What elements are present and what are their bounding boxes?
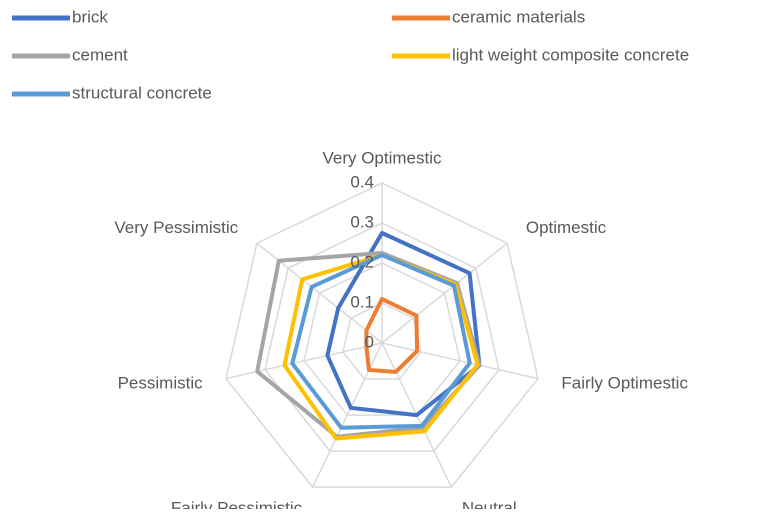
series-line — [290, 253, 472, 430]
legend-label: brick — [72, 7, 108, 26]
category-label: Neutral — [462, 498, 517, 509]
r-tick-label: 0.1 — [350, 292, 374, 311]
series-line — [364, 297, 420, 374]
legend-label: light weight composite concrete — [452, 45, 689, 64]
legend-label: cement — [72, 45, 128, 64]
grid-ring — [303, 262, 461, 416]
spoke — [381, 342, 539, 380]
category-label: Pessimistic — [118, 373, 204, 392]
r-tick-label: 0.3 — [350, 212, 374, 231]
category-label: Optimestic — [526, 218, 607, 237]
series-line — [282, 253, 480, 441]
r-tick-label: 0 — [365, 332, 374, 351]
legend-label: ceramic materials — [452, 7, 585, 26]
category-label: Very Optimestic — [322, 148, 442, 167]
series-line — [325, 231, 482, 418]
r-tick-label: 0.4 — [350, 172, 374, 191]
grid-ring — [264, 222, 500, 452]
category-label: Very Pessimistic — [114, 218, 238, 237]
grid-ring — [225, 182, 539, 488]
spoke — [225, 342, 383, 380]
legend-label: structural concrete — [72, 83, 212, 102]
category-label: Fairly Pessimistic — [171, 498, 303, 509]
r-tick-label: 0.2 — [350, 252, 374, 271]
spoke — [381, 242, 508, 344]
category-label: Fairly Optimestic — [561, 373, 688, 392]
